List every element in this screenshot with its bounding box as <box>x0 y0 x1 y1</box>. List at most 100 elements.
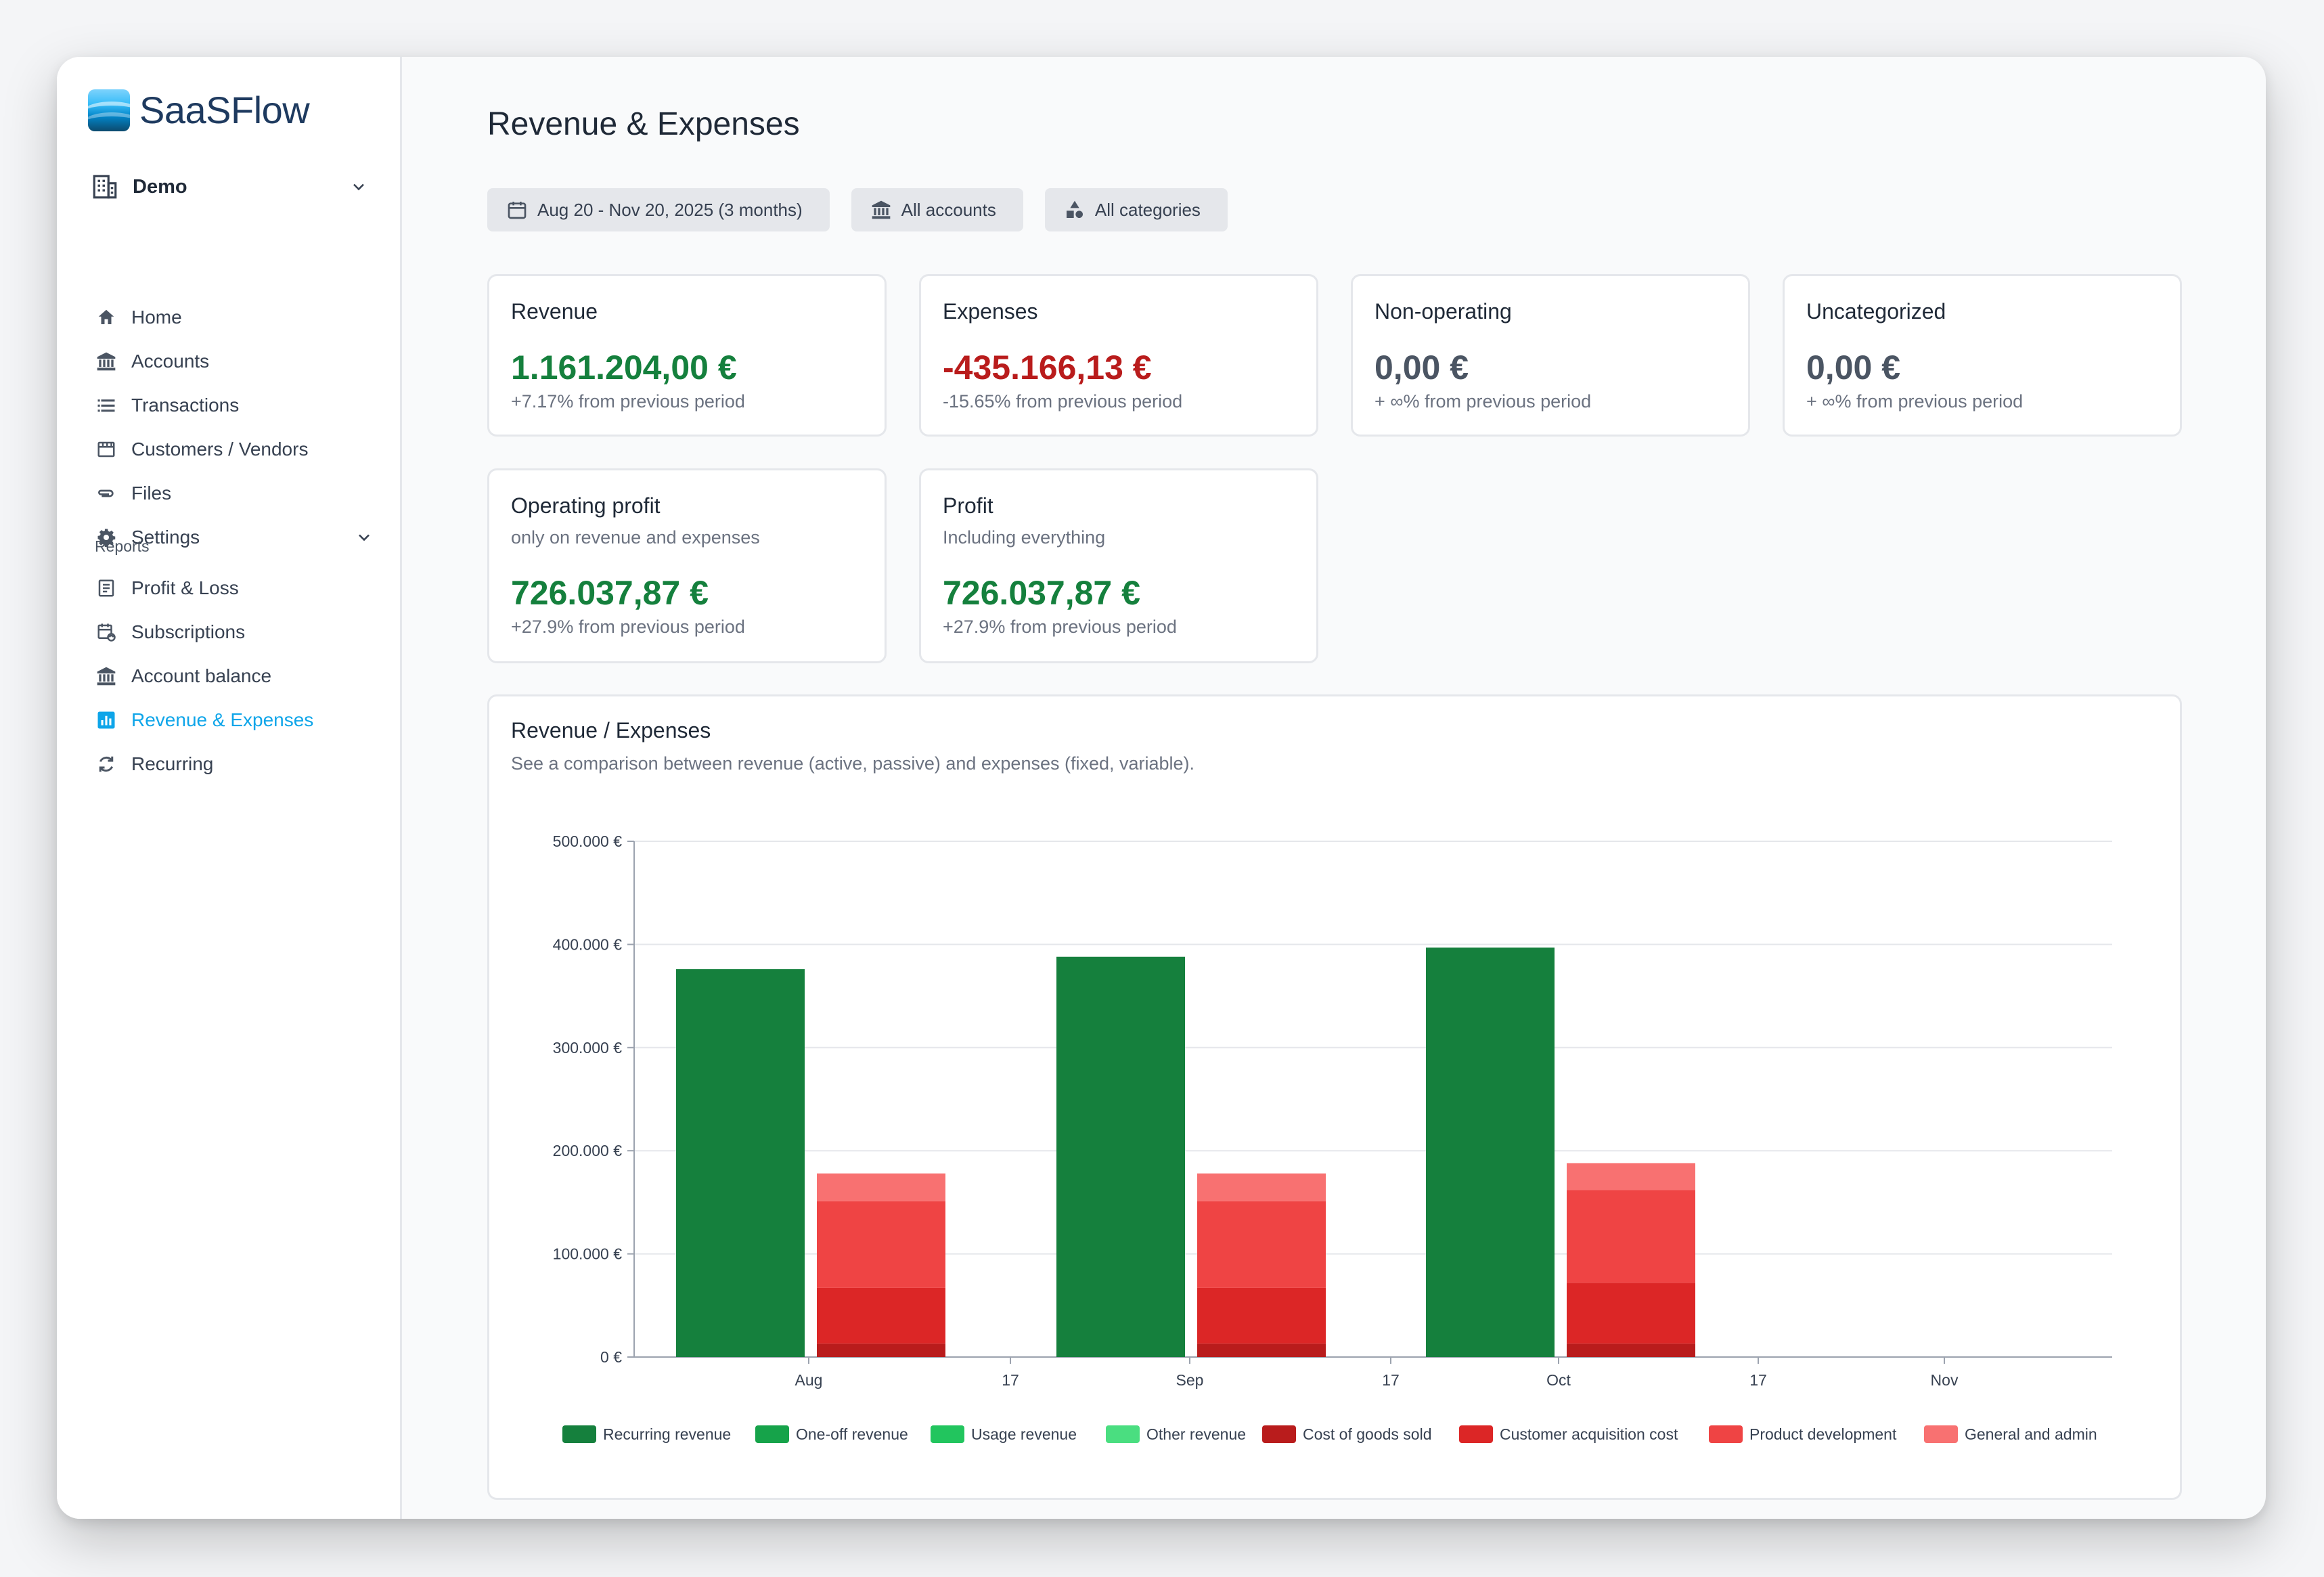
legend-label: Product development <box>1749 1425 1897 1443</box>
sidebar-item-subscriptions[interactable]: Subscriptions <box>88 610 379 654</box>
bar-cost-of-goods-sold <box>1567 1343 1695 1357</box>
refresh-icon <box>95 753 118 776</box>
sidebar-item-files[interactable]: Files <box>88 471 379 515</box>
legend-swatch <box>1106 1425 1140 1443</box>
bar-general-and-admin <box>1567 1163 1695 1191</box>
bar-product-development <box>817 1201 945 1288</box>
list-icon <box>95 394 118 417</box>
uncategorized-value: 0,00 € <box>1806 349 1901 386</box>
sidebar-item-label: Accounts <box>131 350 210 372</box>
legend-label: Customer acquisition cost <box>1500 1425 1678 1443</box>
sidebar-item-recurring[interactable]: Recurring <box>88 742 379 786</box>
card-title: Operating profit <box>511 493 661 518</box>
legend-swatch <box>562 1425 596 1443</box>
x-tick-label: 17 <box>1002 1371 1019 1389</box>
report-icon <box>95 577 118 600</box>
y-tick-label: 200.000 € <box>553 1142 623 1159</box>
bank-icon <box>95 350 118 373</box>
card-title: Uncategorized <box>1806 299 1946 324</box>
bar-cost-of-goods-sold <box>1197 1343 1326 1357</box>
logo[interactable]: SaaSFlow <box>88 88 310 132</box>
paperclip-icon <box>95 482 118 505</box>
sidebar-item-customers-vendors[interactable]: Customers / Vendors <box>88 427 379 471</box>
chart-subtitle: See a comparison between revenue (active… <box>511 753 1195 774</box>
sidebar-item-label: Customers / Vendors <box>131 438 309 460</box>
bar-recurring-revenue <box>1056 956 1185 1357</box>
sidebar: SaaSFlow Demo Home Accounts Transactions <box>57 57 402 1519</box>
bar-product-development <box>1567 1190 1695 1283</box>
gear-icon <box>95 526 118 549</box>
y-tick-label: 100.000 € <box>553 1245 623 1263</box>
uncategorized-change: + ∞% from previous period <box>1806 391 2024 412</box>
legend-swatch <box>1709 1425 1743 1443</box>
sidebar-item-transactions[interactable]: Transactions <box>88 383 379 427</box>
operating-profit-change: +27.9% from previous period <box>511 617 745 637</box>
bar-customer-acquisition-cost <box>1567 1283 1695 1344</box>
calendar-icon <box>508 202 527 219</box>
revenue-card: Revenue 1.161.204,00 € +7.17% from previ… <box>487 274 887 437</box>
categories-filter-label: All categories <box>1094 199 1201 220</box>
bar-recurring-revenue <box>1426 947 1555 1357</box>
legend-label: Other revenue <box>1146 1425 1246 1443</box>
profit-change: +27.9% from previous period <box>943 617 1177 637</box>
x-tick-label: Sep <box>1176 1371 1204 1389</box>
accounts-filter-label: All accounts <box>901 199 996 220</box>
sidebar-item-profit-loss[interactable]: Profit & Loss <box>88 566 379 610</box>
reports-nav: Profit & Loss Subscriptions Account bala… <box>88 566 379 786</box>
x-tick-label: 17 <box>1382 1371 1400 1389</box>
categories-filter[interactable]: All categories <box>1044 188 1228 231</box>
revenue-change: +7.17% from previous period <box>511 391 745 412</box>
sidebar-item-accounts[interactable]: Accounts <box>88 339 379 383</box>
sidebar-item-settings[interactable]: Settings <box>88 515 379 559</box>
bar-general-and-admin <box>817 1173 945 1201</box>
sidebar-item-home[interactable]: Home <box>88 295 379 339</box>
profit-card: Profit Including everything 726.037,87 €… <box>919 468 1318 663</box>
bar-general-and-admin <box>1197 1173 1326 1201</box>
store-icon <box>95 438 118 461</box>
revenue-expenses-chart: 0 € 100.000 € 200.000 € 300.000 € 400.000 € 5… <box>553 832 2112 1443</box>
uncategorized-card: Uncategorized 0,00 € + ∞% from previous … <box>1783 274 2182 437</box>
x-tick-label: 17 <box>1749 1371 1767 1389</box>
card-title: Profit <box>943 493 993 518</box>
expenses-change: -15.65% from previous period <box>943 391 1183 412</box>
expenses-value: -435.166,13 € <box>943 349 1152 386</box>
app-name: SaaSFlow <box>139 89 310 131</box>
chevron-down-icon[interactable] <box>355 528 374 547</box>
logo-icon <box>88 89 130 131</box>
page-title: Revenue & Expenses <box>487 106 800 142</box>
bar-cost-of-goods-sold <box>817 1343 945 1357</box>
sidebar-item-label: Home <box>131 306 182 328</box>
card-subtitle: Including everything <box>943 527 1106 548</box>
expenses-card: Expenses -435.166,13 € -15.65% from prev… <box>919 274 1318 437</box>
filter-bar: Aug 20 - Nov 20, 2025 (3 months) All acc… <box>487 188 1228 231</box>
legend-label: Recurring revenue <box>603 1425 731 1443</box>
date-range-filter[interactable]: Aug 20 - Nov 20, 2025 (3 months) <box>487 188 830 231</box>
card-title: Expenses <box>943 299 1038 324</box>
revenue-expenses-chart-card: Revenue / Expenses See a comparison betw… <box>487 694 2182 1500</box>
legend-label: General and admin <box>1965 1425 2097 1443</box>
bar-customer-acquisition-cost <box>817 1287 945 1344</box>
sidebar-item-account-balance[interactable]: Account balance <box>88 654 379 698</box>
bar-chart-icon <box>95 709 118 732</box>
legend-label: One-off revenue <box>796 1425 908 1443</box>
x-tick-label: Oct <box>1546 1371 1571 1389</box>
bank-icon <box>95 665 118 688</box>
y-tick-label: 300.000 € <box>553 1039 623 1057</box>
profit-value: 726.037,87 € <box>943 574 1140 612</box>
bar-product-development <box>1197 1201 1326 1288</box>
sidebar-item-label: Subscriptions <box>131 621 246 642</box>
chevron-down-icon <box>353 183 364 191</box>
accounts-filter[interactable]: All accounts <box>851 188 1023 231</box>
org-switcher[interactable]: Demo <box>91 171 368 203</box>
sidebar-item-label: Recurring <box>131 753 214 774</box>
legend-swatch <box>1459 1425 1493 1443</box>
chart-title: Revenue / Expenses <box>511 718 711 742</box>
app-window: SaaSFlow Demo Home Accounts Transactions <box>57 57 2266 1519</box>
home-icon <box>95 306 118 329</box>
sidebar-item-label: Settings <box>131 526 200 548</box>
x-tick-label: Aug <box>795 1371 823 1389</box>
shapes-icon <box>1066 200 1083 218</box>
non-operating-card: Non-operating 0,00 € + ∞% from previous … <box>1351 274 1750 437</box>
legend-swatch <box>1262 1425 1296 1443</box>
sidebar-item-revenue-expenses[interactable]: Revenue & Expenses <box>88 698 379 742</box>
